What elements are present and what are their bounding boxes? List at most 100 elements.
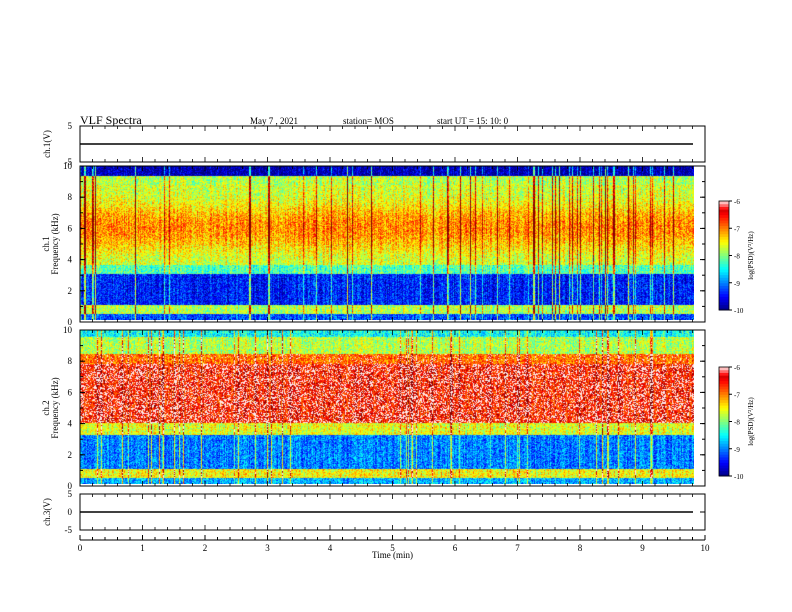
colorbar-segment: [719, 250, 729, 254]
channel-label: ch.2: [41, 400, 51, 415]
x-tick-label: 2: [203, 543, 208, 553]
colorbar-segment: [719, 437, 729, 442]
x-tick-label: 6: [453, 543, 458, 553]
colorbar-segment: [719, 271, 729, 276]
colorbar-segment: [719, 405, 729, 409]
colorbar-segment: [719, 377, 729, 382]
colorbar-segment: [719, 432, 729, 436]
colorbar-segment: [719, 388, 729, 393]
x-tick-label: 0: [78, 543, 83, 553]
x-tick-label: 3: [265, 543, 270, 553]
colorbar-segment: [719, 293, 729, 297]
start-time-label: start UT = 15: 10: 0: [437, 116, 509, 126]
colorbar-segment: [719, 214, 729, 218]
colorbar-segment: [719, 386, 729, 390]
colorbar-tick-label: -10: [734, 307, 744, 315]
colorbar-segment: [719, 266, 729, 270]
colorbar-segment: [719, 206, 729, 210]
colorbar-tick-label: -7: [734, 225, 740, 233]
y-tick-label: 6: [68, 223, 73, 233]
colorbar-segment: [719, 241, 729, 246]
colorbar-segment: [719, 372, 729, 376]
y-axis-label: Frequency (kHz): [50, 213, 60, 274]
colorbar-tick-label: -8: [734, 419, 740, 427]
panel-frame-2: [79, 165, 706, 323]
colorbar-segment: [719, 394, 729, 398]
colorbar-segment: [719, 201, 729, 205]
colorbar-segment: [719, 396, 729, 401]
colorbar-segment: [719, 233, 729, 237]
y-axis-label: ch.3(V): [42, 498, 52, 526]
x-tick-label: 8: [578, 543, 583, 553]
figure-title: VLF Spectra: [80, 113, 142, 127]
colorbar-segment: [719, 421, 729, 425]
colorbar-segment: [719, 285, 729, 289]
colorbar-segment: [719, 473, 729, 477]
y-tick-label: 10: [63, 325, 73, 335]
colorbar-label: log(PSD)(V²/Hz): [747, 231, 755, 280]
x-tick-label: 9: [640, 543, 645, 553]
ch1-spectrogram-image: [80, 166, 694, 320]
colorbar-segment: [719, 230, 729, 235]
y-axis-label: Frequency (kHz): [50, 377, 60, 438]
colorbar-segment: [719, 296, 729, 300]
colorbar-segment: [719, 236, 729, 240]
colorbar-segment: [719, 225, 729, 229]
y-tick-label: 6: [68, 387, 73, 397]
colorbar-segment: [719, 418, 729, 422]
y-tick-label: 5: [68, 121, 73, 131]
y-tick-label: 8: [68, 192, 73, 202]
colorbar-segment: [719, 454, 729, 458]
y-tick-label: 5: [68, 489, 73, 499]
colorbar-segment: [719, 383, 729, 387]
colorbar-tick-label: -9: [734, 280, 740, 288]
colorbar-segment: [719, 222, 729, 227]
colorbar-segment: [719, 228, 729, 232]
colorbar-segment: [719, 299, 729, 303]
colorbar-segment: [719, 301, 729, 306]
colorbar-tick-label: -10: [734, 473, 744, 481]
colorbar-segment: [719, 307, 729, 311]
x-tick-label: 1: [140, 543, 145, 553]
x-tick-label: 7: [515, 543, 520, 553]
colorbar-segment: [719, 247, 729, 251]
channel-label: ch.1: [41, 236, 51, 251]
y-tick-label: -5: [65, 157, 73, 167]
y-tick-label: 0: [68, 507, 73, 517]
colorbar-label: log(PSD)(V²/Hz): [747, 397, 755, 446]
colorbar-segment: [719, 380, 729, 384]
colorbar-segment: [719, 416, 729, 420]
colorbar-segment: [719, 274, 729, 278]
colorbar-segment: [719, 402, 729, 406]
x-tick-label: 5: [390, 543, 395, 553]
colorbar-segment: [719, 217, 729, 221]
panel-frame-3: [79, 329, 706, 487]
colorbar-segment: [719, 290, 729, 295]
colorbar-tick-label: -6: [734, 198, 740, 206]
colorbar-segment: [719, 277, 729, 281]
colorbar-segment: [719, 269, 729, 273]
y-tick-label: 8: [68, 356, 73, 366]
x-tick-label: 10: [701, 543, 711, 553]
colorbar-segment: [719, 435, 729, 439]
colorbar-segment: [719, 252, 729, 256]
colorbar-segment: [719, 263, 729, 267]
colorbar-segment: [719, 239, 729, 243]
colorbar-segment: [719, 467, 729, 472]
colorbar-segment: [719, 429, 729, 433]
colorbar-segment: [719, 375, 729, 379]
colorbar-segment: [719, 451, 729, 455]
colorbar-segment: [719, 220, 729, 224]
colorbar-segment: [719, 280, 729, 284]
colorbar-segment: [719, 462, 729, 466]
y-tick-label: 2: [68, 286, 73, 296]
ch2-spectrogram-image: [80, 330, 694, 484]
colorbar-segment: [719, 304, 729, 308]
colorbar-segment: [719, 367, 729, 371]
colorbar-segment: [719, 456, 729, 461]
colorbar-segment: [719, 260, 729, 265]
colorbar-segment: [719, 255, 729, 259]
colorbar-tick-label: -9: [734, 446, 740, 454]
